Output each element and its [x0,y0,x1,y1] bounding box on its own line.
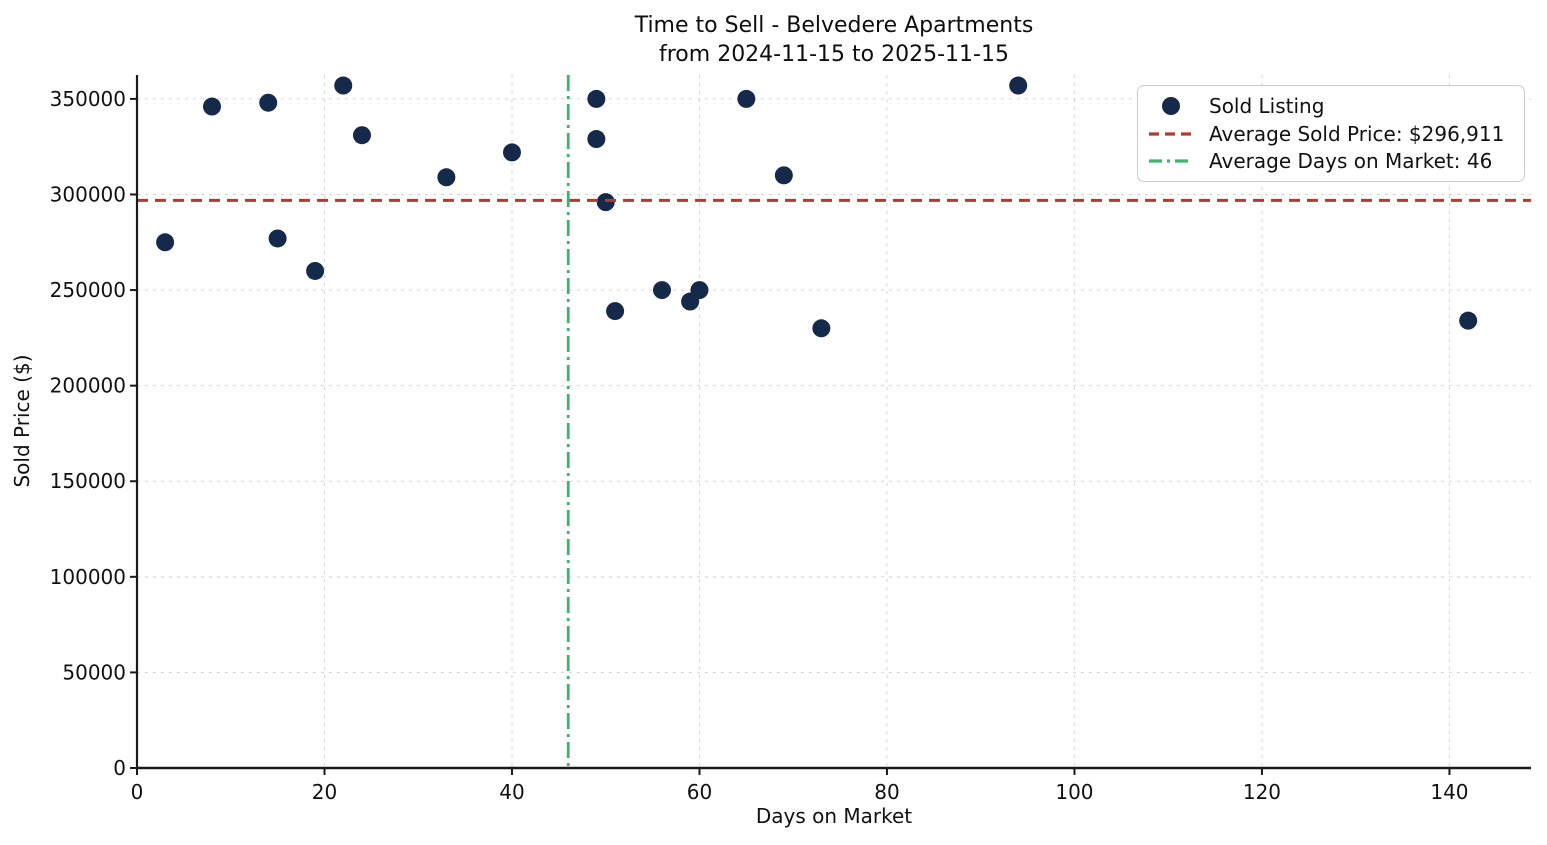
legend-item-average-days-on-market: Average Days on Market: 46 [1148,150,1516,172]
scatter-point [334,76,353,95]
x-axis-label: Days on Market [755,804,913,828]
scatter-point [606,302,625,321]
y-tick-label: 50000 [62,660,126,684]
scatter-point [774,166,793,185]
x-tick-label: 140 [1430,780,1468,804]
scatter-point [202,97,221,116]
x-tick-label: 0 [131,780,144,804]
y-tick-label: 350000 [50,87,126,111]
scatter-point [502,143,521,162]
x-tick-label: 100 [1055,780,1093,804]
scatter-point [596,193,615,212]
scatter-point [352,126,371,145]
chart-title-line2: from 2024-11-15 to 2025-11-15 [659,42,1009,67]
chart-title: Time to Sell - Belvedere Apartments from… [137,11,1531,69]
x-tick-label: 20 [312,780,337,804]
scatter-point [1459,311,1478,330]
scatter-point [587,130,606,149]
scatter-point [737,89,756,108]
average-days-dashdot-line-icon [1149,159,1193,163]
x-tick-label: 120 [1243,780,1281,804]
chart-title-line1: Time to Sell - Belvedere Apartments [634,13,1034,38]
scatter-point [812,319,831,338]
y-tick-label: 100000 [50,565,126,589]
legend-label-average-sold-price: Average Sold Price: $296,911 [1209,121,1505,146]
scatter-point [156,233,175,252]
legend: Sold Listing Average Sold Price: $296,91… [1137,85,1525,182]
y-tick-label: 200000 [50,374,126,398]
sold-listing-dot-icon [1162,97,1180,116]
scatter-point [1009,76,1028,95]
x-tick-label: 80 [874,780,899,804]
y-tick-label: 0 [113,756,126,780]
legend-label-sold-listing: Sold Listing [1209,94,1325,119]
scatter-point [268,229,287,248]
y-axis-label: Sold Price ($) [10,354,34,488]
scatter-point [587,89,606,108]
average-price-dashed-line-icon [1149,131,1193,136]
legend-label-average-days-on-market: Average Days on Market: 46 [1209,148,1493,173]
x-tick-label: 60 [687,780,712,804]
scatter-point [306,261,325,280]
y-tick-label: 300000 [50,182,126,206]
scatter-point [259,93,278,112]
scatter-point [690,281,709,300]
legend-item-average-sold-price: Average Sold Price: $296,911 [1148,123,1516,145]
y-tick-label: 150000 [50,469,126,493]
y-tick-label: 250000 [50,278,126,302]
scatter-point [652,281,671,300]
scatter-point [437,168,456,187]
x-tick-label: 40 [499,780,524,804]
legend-item-sold-listing: Sold Listing [1148,95,1516,117]
